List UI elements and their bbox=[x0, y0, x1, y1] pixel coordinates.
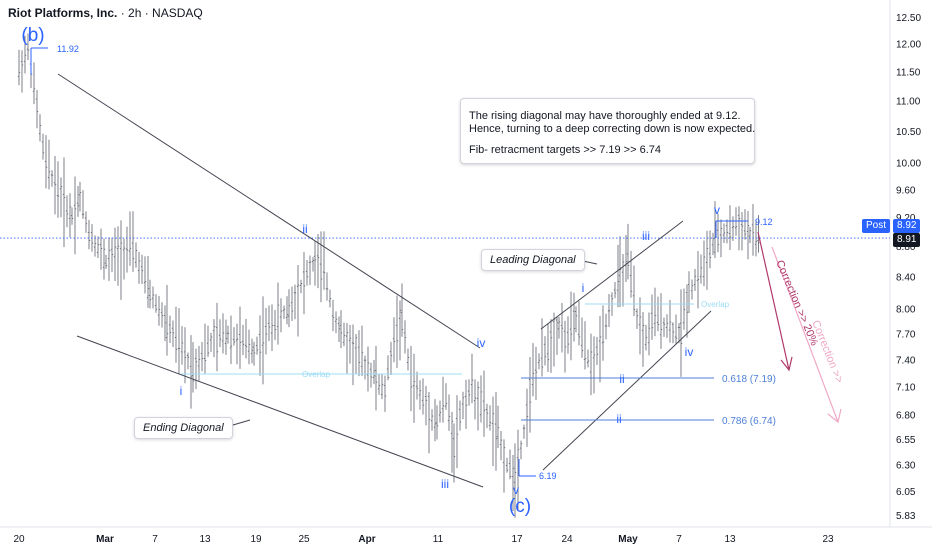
wave-label: v bbox=[714, 203, 720, 217]
y-tick-label: 9.20 bbox=[896, 213, 916, 224]
leading-diagonal-lower-line[interactable] bbox=[542, 310, 712, 471]
x-tick-label: 20 bbox=[13, 534, 25, 545]
wave-label: iv bbox=[477, 336, 486, 350]
x-tick-label: 24 bbox=[561, 534, 573, 545]
y-tick-label: 11.00 bbox=[896, 96, 921, 107]
y-tick-label: 6.30 bbox=[896, 460, 916, 471]
x-tick-label: 11 bbox=[433, 534, 444, 545]
y-tick-label: 12.00 bbox=[896, 40, 921, 51]
y-tick-label: 8.80 bbox=[896, 242, 916, 253]
x-tick-label: Mar bbox=[96, 534, 114, 545]
y-tick-label: 12.50 bbox=[896, 13, 921, 24]
leading-diagonal-upper-line[interactable] bbox=[540, 220, 684, 330]
overlap-label: Overlap bbox=[302, 370, 331, 379]
symbol-name: Riot Platforms, Inc. bbox=[8, 6, 118, 20]
chart-title: Riot Platforms, Inc. · 2h · NASDAQ bbox=[8, 6, 203, 20]
fib-level-label: 0.786 (6.74) bbox=[722, 416, 776, 427]
wave-label: iii bbox=[642, 229, 650, 243]
note-line-2: Hence, turning to a deep correcting down… bbox=[469, 123, 756, 135]
wave-label: iii bbox=[441, 477, 449, 491]
post-price-badge: 8.92 bbox=[893, 219, 921, 233]
x-tick-label: May bbox=[618, 534, 638, 545]
correction-arrow-2 bbox=[771, 246, 842, 424]
y-tick-label: 7.40 bbox=[896, 355, 916, 366]
y-tick-label: 7.70 bbox=[896, 329, 916, 340]
x-tick-label: 25 bbox=[298, 534, 310, 545]
x-tick-label: 7 bbox=[676, 534, 682, 545]
wave-label: i bbox=[180, 384, 183, 398]
note-line-3: Fib- retracment targets >> 7.19 >> 6.74 bbox=[469, 144, 661, 156]
wave-label: v bbox=[513, 483, 519, 497]
y-tick-label: 10.00 bbox=[896, 159, 921, 170]
y-tick-label: 8.00 bbox=[896, 304, 916, 315]
x-tick-label: 13 bbox=[199, 534, 211, 545]
y-tick-label: 6.05 bbox=[896, 487, 916, 498]
symbol-meta: · 2h · NASDAQ bbox=[117, 6, 203, 20]
wave-label: ii bbox=[616, 412, 621, 426]
x-tick-label: 17 bbox=[511, 534, 523, 545]
wave-label: iv bbox=[685, 345, 694, 359]
analysis-note[interactable]: The rising diagonal may have thoroughly … bbox=[460, 98, 755, 164]
y-tick-label: 11.50 bbox=[896, 67, 921, 78]
note-line-1: The rising diagonal may have thoroughly … bbox=[469, 110, 741, 122]
correction-arrow-1 bbox=[757, 231, 793, 372]
price-mark-label: 6.19 bbox=[539, 471, 557, 481]
ending-diagonal-lower-line[interactable] bbox=[76, 335, 484, 488]
last-price-badge: 8.91 bbox=[893, 233, 921, 247]
x-tick-label: 7 bbox=[152, 534, 158, 545]
wave-label: (b) bbox=[21, 25, 44, 46]
wave-label: ii bbox=[302, 222, 307, 236]
overlap-label: Overlap bbox=[701, 300, 730, 309]
ending-diagonal-callout[interactable]: Ending Diagonal bbox=[134, 417, 233, 439]
y-tick-label: 7.10 bbox=[896, 382, 916, 393]
wave-label: ii bbox=[619, 372, 624, 386]
price-mark-line bbox=[518, 459, 536, 477]
leading-diagonal-callout[interactable]: Leading Diagonal bbox=[481, 249, 585, 271]
y-tick-label: 5.83 bbox=[896, 511, 916, 522]
y-tick-label: 10.50 bbox=[896, 127, 921, 138]
x-tick-label: 23 bbox=[822, 534, 834, 545]
y-tick-label: 6.80 bbox=[896, 411, 916, 422]
ending-diagonal-pointer[interactable] bbox=[232, 419, 251, 426]
wave-label: (c) bbox=[509, 496, 531, 517]
fib-level-label: 0.618 (7.19) bbox=[722, 374, 776, 385]
x-tick-label: 13 bbox=[724, 534, 736, 545]
price-mark-label: 9.12 bbox=[755, 217, 773, 227]
wave-label: i bbox=[582, 281, 585, 295]
ending-diagonal-upper-line[interactable] bbox=[57, 73, 481, 349]
y-tick-label: 9.60 bbox=[896, 185, 916, 196]
correction-label-2: Correction >> bbox=[809, 319, 845, 385]
y-tick-label: 6.55 bbox=[896, 435, 916, 446]
price-mark-label: 11.92 bbox=[57, 44, 79, 54]
price-mark-line bbox=[715, 220, 748, 238]
x-tick-label: Apr bbox=[358, 534, 375, 545]
x-tick-label: 19 bbox=[250, 534, 262, 545]
correction-label-1: Correction >> 20% bbox=[773, 258, 820, 347]
y-tick-label: 8.40 bbox=[896, 273, 916, 284]
post-label-badge: Post bbox=[862, 219, 891, 233]
